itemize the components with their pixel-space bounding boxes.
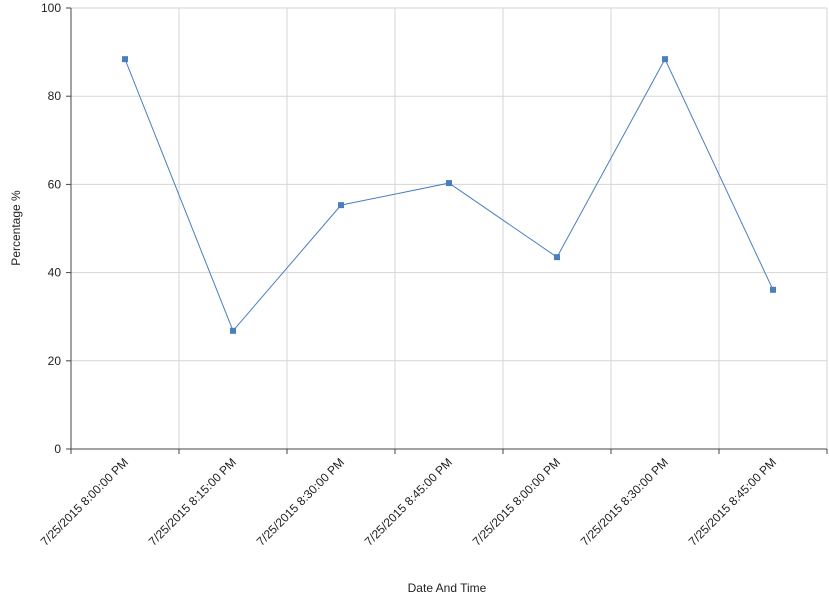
y-tick-label: 0 bbox=[54, 442, 61, 456]
y-tick-label: 80 bbox=[48, 89, 62, 103]
point-marker bbox=[230, 327, 236, 334]
y-tick-label: 60 bbox=[48, 177, 62, 191]
point-marker bbox=[554, 254, 560, 261]
y-tick-label: 40 bbox=[48, 266, 62, 280]
x-tick-label: 7/25/2015 8:15:00 PM bbox=[146, 455, 239, 548]
x-tick-label: 7/25/2015 8:00:00 PM bbox=[38, 455, 131, 548]
x-tick-label: 7/25/2015 8:45:00 PM bbox=[686, 455, 779, 548]
point-marker bbox=[662, 56, 668, 63]
x-tick-label: 7/25/2015 8:45:00 PM bbox=[362, 455, 455, 548]
y-axis-title: Percentage % bbox=[9, 190, 23, 266]
x-tick-label: 7/25/2015 8:30:00 PM bbox=[578, 455, 671, 548]
y-tick-label: 100 bbox=[41, 1, 61, 15]
point-marker bbox=[338, 202, 344, 209]
x-axis-title: Date And Time bbox=[408, 581, 487, 595]
point-marker bbox=[770, 286, 776, 293]
x-tick-label: 7/25/2015 8:30:00 PM bbox=[254, 455, 347, 548]
y-tick-label: 20 bbox=[48, 354, 62, 368]
series-line bbox=[124, 58, 774, 332]
point-marker bbox=[446, 180, 452, 187]
point-marker bbox=[122, 56, 128, 63]
x-tick-label: 7/25/2015 8:00:00 PM bbox=[470, 455, 563, 548]
